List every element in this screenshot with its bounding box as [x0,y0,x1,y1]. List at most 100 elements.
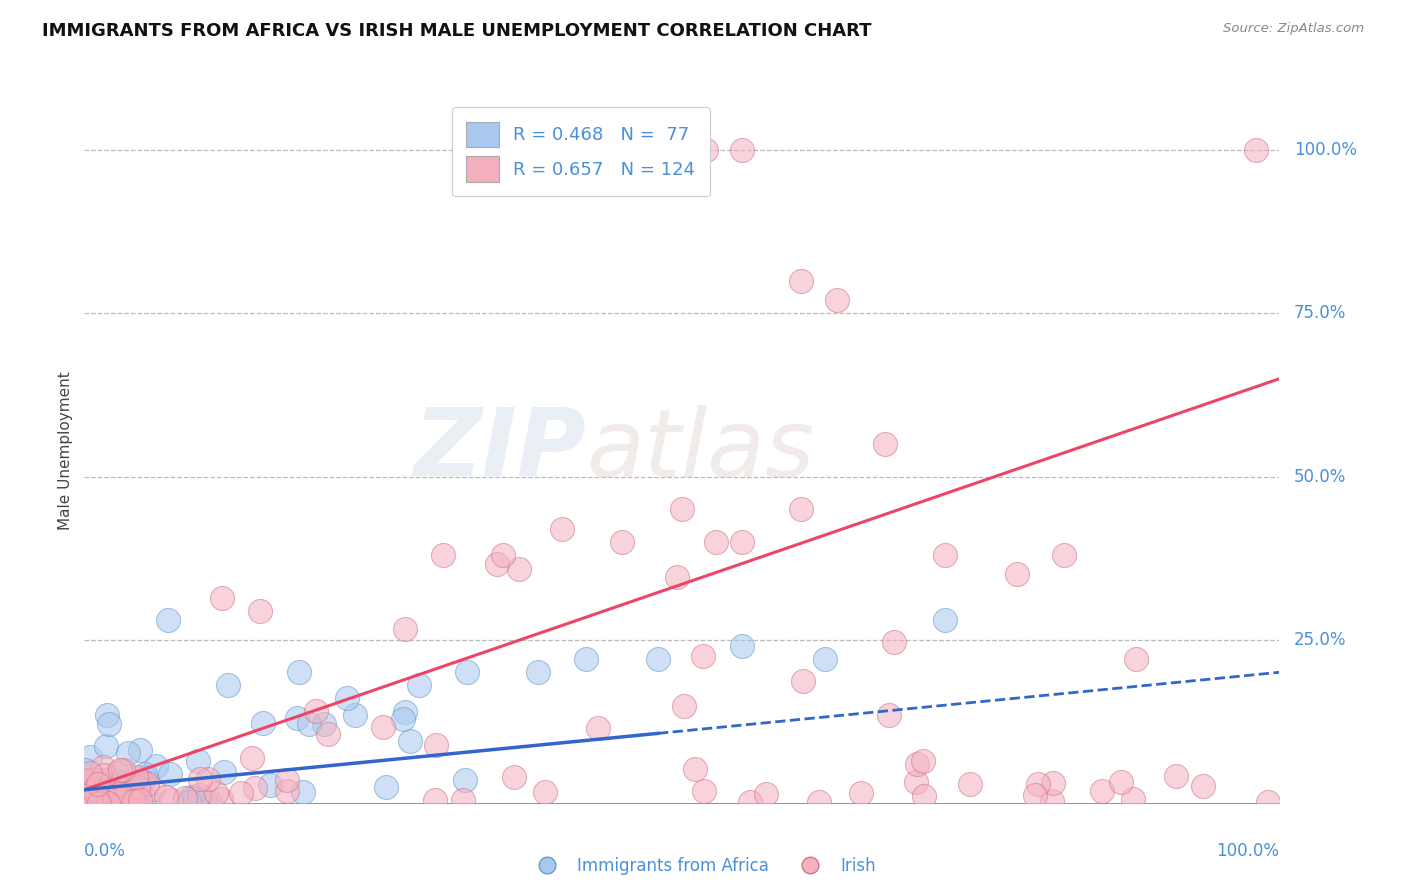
Point [1257,795,1279,809]
Point [298,717,321,731]
Point [212,764,235,779]
Point [259,778,281,792]
Point [75,774,97,789]
Point [243,780,266,795]
Point [231,786,253,800]
Point [249,604,271,618]
Point [93,786,115,800]
Point [1040,794,1063,808]
Point [288,665,311,680]
Point [97,796,120,810]
Point [211,591,233,605]
Point [138,793,160,807]
Point [125,770,148,784]
Text: ZIP: ZIP [413,404,586,497]
Point [738,795,761,809]
Point [132,770,155,784]
Point [112,763,135,777]
Point [695,144,717,158]
Point [198,795,221,809]
Point [105,794,128,808]
Point [731,534,754,549]
Point [685,762,707,776]
Point [432,548,454,562]
Point [86,774,108,789]
Point [240,750,263,764]
Point [80,790,103,805]
Point [86,793,108,807]
Point [94,791,117,805]
Point [77,790,100,805]
Point [1090,783,1112,797]
Point [89,794,111,808]
Point [77,790,100,805]
Point [187,788,209,802]
Text: Source: ZipAtlas.com: Source: ZipAtlas.com [1223,22,1364,36]
Point [731,144,754,158]
Point [114,795,136,809]
Point [91,760,114,774]
Text: 25.0%: 25.0% [1294,631,1347,648]
Point [142,782,165,797]
Point [451,793,474,807]
Point [98,796,121,810]
Point [134,767,156,781]
Point [110,791,132,805]
Text: 75.0%: 75.0% [1294,304,1346,322]
Point [159,767,181,781]
Text: atlas: atlas [586,405,814,496]
Point [373,720,395,734]
Point [1122,792,1144,806]
Point [121,788,143,802]
Point [107,788,129,802]
Point [117,746,139,760]
Point [912,789,935,804]
Point [1109,775,1132,789]
Point [704,535,727,549]
Point [105,793,128,807]
Point [912,755,935,769]
Point [197,772,219,786]
Point [1053,548,1076,562]
Point [108,783,131,797]
Point [90,773,112,788]
Point [179,795,201,809]
Point [647,144,669,158]
Point [80,794,103,808]
Point [118,795,141,809]
Text: IMMIGRANTS FROM AFRICA VS IRISH MALE UNEMPLOYMENT CORRELATION CHART: IMMIGRANTS FROM AFRICA VS IRISH MALE UNE… [42,22,872,40]
Point [80,785,103,799]
Point [86,773,108,788]
Point [90,795,112,809]
Point [934,613,956,627]
Point [77,793,100,807]
Point [79,793,101,807]
Point [80,789,103,804]
Point [1125,652,1147,666]
Point [693,784,716,798]
Point [792,673,814,688]
Point [96,708,118,723]
Text: 100.0%: 100.0% [1294,141,1357,160]
Point [145,759,167,773]
Point [155,790,177,805]
Point [1192,780,1215,794]
Point [135,777,157,791]
Point [217,678,239,692]
Point [107,785,129,799]
Point [666,570,689,584]
Point [503,770,526,784]
Point [76,776,98,790]
Y-axis label: Male Unemployment: Male Unemployment [58,371,73,530]
Point [1164,769,1187,783]
Point [75,796,97,810]
Point [127,780,149,795]
Point [128,776,150,790]
Text: 0.0%: 0.0% [84,841,127,860]
Point [97,779,120,793]
Point [394,705,416,719]
Point [83,791,105,805]
Point [1024,788,1046,802]
Point [492,548,515,562]
Point [454,773,477,788]
